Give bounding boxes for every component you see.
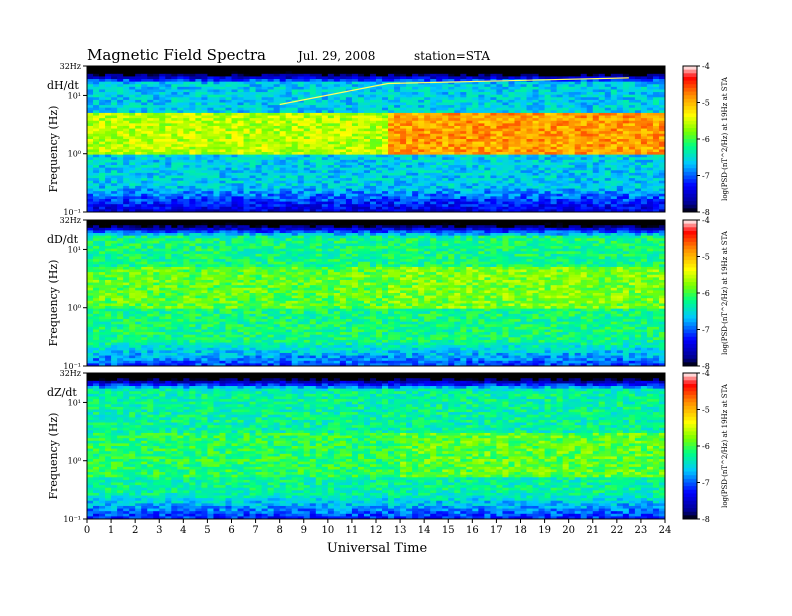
x-tick-label: 14 [418,525,431,536]
colorbar-tick-label: -7 [702,326,710,335]
panel-label: dD/dt [47,233,79,246]
y-tick-label: 10⁰ [68,457,81,466]
y-tick-label: 10⁻¹ [63,515,81,524]
x-tick-label: 23 [635,525,648,536]
x-tick-label: 15 [442,525,455,536]
xaxis-title: Universal Time [327,541,428,556]
y-tick-label: 10¹ [68,245,81,254]
colorbar: -4 -5 -6 -7 -8 log(PSD·(nT^2/Hz) at 19Hz at S… [683,369,729,524]
spectrogram-cells [87,373,665,519]
x-tick-label: 1 [108,525,114,536]
x-tick-label: 8 [276,525,282,536]
colorbar-tick-label: -4 [702,62,710,71]
x-tick-label: 5 [204,525,210,536]
x-tick-label: 0 [84,525,90,536]
x-tick-label: 6 [228,525,234,536]
panel-label: dZ/dt [47,386,77,399]
y-tick-label: 10¹ [68,398,81,407]
x-tick-label: 19 [538,525,551,536]
x-tick-label: 4 [180,525,186,536]
station-label: station=STA [414,49,490,63]
x-tick-label: 10 [321,525,334,536]
date-label: Jul. 29, 2008 [296,49,375,63]
colorbar-label: log(PSD·(nT^2/Hz) at 19Hz at STA [721,76,729,201]
x-tick-label: 12 [370,525,383,536]
colorbar-label: log(PSD·(nT^2/Hz) at 19Hz at STA [721,383,729,508]
figure-title: Magnetic Field Spectra [87,46,266,64]
colorbar-tick-label: -4 [702,216,710,225]
x-tick-label: 22 [610,525,623,536]
x-tick-label: 3 [156,525,162,536]
y-tick-label: 32Hz [60,369,81,378]
colorbar-tick-label: -5 [702,99,710,108]
x-tick-label: 21 [586,525,599,536]
colorbar-label: log(PSD·(nT^2/Hz) at 19Hz at STA [721,230,729,355]
y-tick-label: 32Hz [60,62,81,71]
colorbar-tick-label: -7 [702,172,710,181]
spectrogram-cells [87,220,665,366]
colorbar-tick-label: -5 [702,253,710,262]
x-tick-label: 9 [301,525,307,536]
y-tick-label: 10¹ [68,91,81,100]
yaxis-title: Frequency (Hz) [47,106,60,193]
panel-label: dH/dt [47,79,79,92]
colorbar-tick-label: -7 [702,479,710,488]
x-tick-label: 18 [514,525,527,536]
y-tick-label: 10⁰ [68,150,81,159]
spectrogram-cells [87,66,665,212]
colorbar-tick-label: -8 [702,515,710,524]
colorbar-tick-label: -6 [702,442,710,451]
y-tick-label: 32Hz [60,216,81,225]
colorbar-tick-label: -5 [702,406,710,415]
y-tick-label: 10⁰ [68,304,81,313]
colorbar-tick-label: -4 [702,369,710,378]
x-tick-label: 7 [252,525,258,536]
yaxis-title: Frequency (Hz) [47,413,60,500]
x-tick-label: 11 [346,525,359,536]
x-tick-label: 2 [132,525,138,536]
colorbar-tick-label: -6 [702,135,710,144]
x-tick-label: 16 [466,525,479,536]
x-tick-label: 24 [659,525,672,536]
colorbar-tick-label: -6 [702,289,710,298]
x-tick-label: 13 [394,525,407,536]
x-tick-label: 20 [562,525,575,536]
yaxis-title: Frequency (Hz) [47,260,60,347]
x-tick-label: 17 [490,525,503,536]
